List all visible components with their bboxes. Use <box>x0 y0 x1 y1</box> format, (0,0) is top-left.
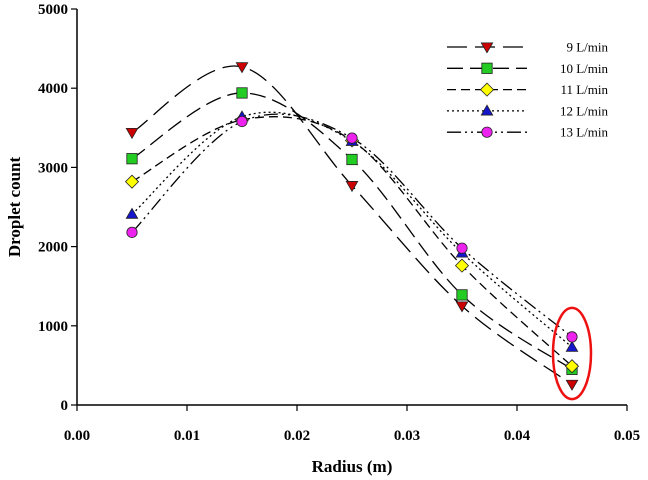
data-point <box>126 153 138 165</box>
x-tick-label: 0.04 <box>504 428 531 444</box>
legend-label: 10 L/min <box>560 61 609 76</box>
x-tick-label: 0.02 <box>284 428 310 444</box>
legend-marker <box>480 42 494 54</box>
series-line <box>131 65 573 385</box>
data-point <box>125 207 139 219</box>
data-point <box>236 87 248 99</box>
data-point <box>346 153 358 166</box>
axes <box>76 9 627 406</box>
x-axis-ticks: 0.00 0.01 0.02 0.03 0.04 0.05 <box>64 405 640 444</box>
series-line <box>131 111 573 348</box>
y-axis-title: Droplet count <box>5 157 24 258</box>
data-point <box>124 174 140 189</box>
legend-label: 12 L/min <box>560 103 609 118</box>
data-point <box>346 132 358 144</box>
data-point <box>565 379 579 391</box>
x-tick-label: 0.00 <box>64 428 90 444</box>
data-point <box>456 242 468 254</box>
x-tick-label: 0.05 <box>614 428 640 444</box>
series-markers <box>124 62 580 391</box>
data-point <box>455 301 469 313</box>
data-point <box>565 340 579 352</box>
legend-marker <box>481 62 493 74</box>
y-tick-label: 3000 <box>38 160 68 176</box>
data-point <box>345 181 359 193</box>
y-axis-ticks: 0 1000 2000 3000 4000 5000 <box>38 2 77 414</box>
data-point <box>456 289 468 301</box>
x-tick-label: 0.03 <box>394 428 420 444</box>
y-tick-label: 1000 <box>38 319 68 335</box>
legend-label: 13 L/min <box>560 125 609 140</box>
highlight-ellipse <box>551 306 593 401</box>
data-point <box>125 127 139 140</box>
data-point <box>236 115 248 128</box>
data-point <box>566 331 578 343</box>
data-point <box>126 226 138 238</box>
series-curves <box>131 65 573 385</box>
x-axis-title: Radius (m) <box>312 457 393 476</box>
data-point <box>454 258 470 273</box>
y-tick-label: 4000 <box>38 81 68 97</box>
y-tick-label: 0 <box>61 398 69 414</box>
x-tick-label: 0.01 <box>174 428 200 444</box>
annotations <box>551 306 593 401</box>
legend: 9 L/min 10 L/min 11 L/min 12 L/min 13 L/min <box>447 40 608 140</box>
series-line <box>131 116 573 367</box>
data-point <box>235 62 249 74</box>
y-tick-label: 5000 <box>38 2 68 18</box>
legend-label: 9 L/min <box>566 40 608 55</box>
legend-marker <box>480 104 494 116</box>
data-point <box>564 359 580 374</box>
legend-marker <box>479 82 495 97</box>
legend-marker <box>481 126 493 138</box>
y-tick-label: 2000 <box>38 240 68 256</box>
legend-label: 11 L/min <box>560 82 608 97</box>
